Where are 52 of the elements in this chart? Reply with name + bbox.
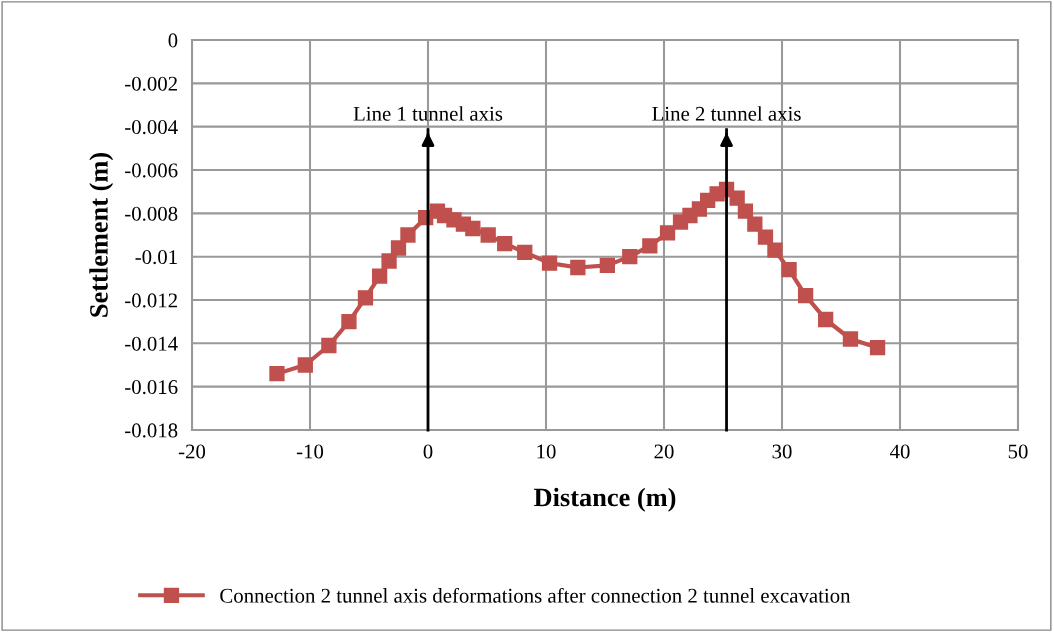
point [781, 262, 797, 278]
point [541, 255, 558, 271]
x-tick-label: -10 [296, 444, 324, 459]
point [381, 253, 397, 269]
x-tick-label: 0 [423, 444, 433, 459]
point [737, 203, 754, 219]
point [797, 288, 814, 304]
x-axis-title: Distance (m) [534, 487, 676, 512]
point [599, 257, 615, 273]
point [297, 357, 313, 373]
x-tick-label: 10 [537, 444, 556, 459]
point [869, 340, 886, 356]
point [465, 220, 481, 237]
point [622, 249, 638, 265]
y-axis-title: Settlement (m) [89, 153, 114, 317]
y-tick-label: -0.002 [125, 76, 177, 91]
point [767, 242, 783, 258]
point [818, 311, 834, 328]
point [570, 259, 586, 276]
y-tick-label: -0.018 [125, 423, 178, 438]
ref-line-label: Line 1 tunnel axis [353, 106, 503, 121]
point [341, 314, 357, 330]
x-tick-label: 50 [1008, 444, 1028, 459]
x-tick-label: 40 [889, 444, 910, 459]
y-tick-label: -0.008 [125, 206, 178, 221]
y-tick-label: -0.016 [125, 380, 178, 395]
legend-label: Connection 2 tunnel axis deformations after connection 2 tunnel excavation [220, 587, 851, 603]
point [371, 268, 388, 284]
x-tick-label: 30 [772, 444, 792, 459]
point [269, 366, 285, 382]
point [390, 240, 407, 256]
y-tick-label: -0.014 [125, 336, 178, 351]
point [517, 244, 533, 260]
point [842, 331, 859, 347]
y-tick-label: -0.004 [125, 120, 178, 135]
point [757, 229, 774, 245]
point [747, 216, 763, 232]
y-tick-label: -0.006 [125, 163, 178, 178]
point [497, 236, 513, 252]
point [357, 290, 374, 306]
point [659, 225, 676, 241]
point [480, 227, 496, 243]
x-tick-label: 20 [654, 444, 674, 459]
y-tick-label: -0.012 [125, 293, 177, 308]
point [321, 337, 337, 354]
x-tick-label: -20 [178, 444, 206, 459]
y-tick-label: -0.01 [135, 250, 177, 265]
point [729, 190, 745, 206]
point [400, 227, 416, 243]
ref-line-label: Line 2 tunnel axis [652, 106, 801, 121]
y-tick-label: 0 [168, 33, 178, 48]
point [642, 238, 658, 254]
